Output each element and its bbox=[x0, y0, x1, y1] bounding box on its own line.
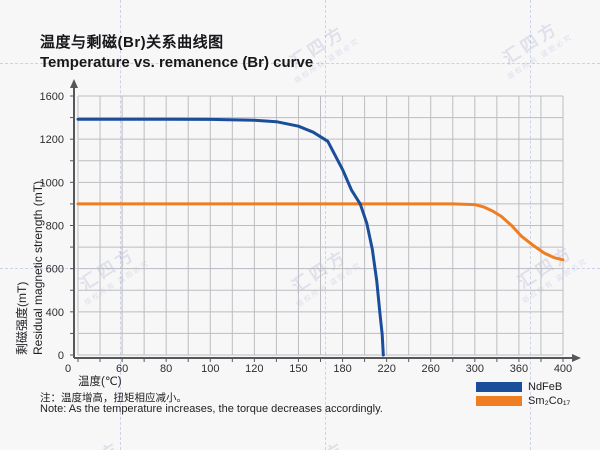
x-axis-label: 温度(℃) bbox=[78, 376, 122, 388]
x-tick-label: 360 bbox=[510, 363, 528, 375]
x-tick-label: 120 bbox=[245, 363, 263, 375]
x-tick-label: 400 bbox=[554, 363, 572, 375]
x-tick-label: 180 bbox=[333, 363, 351, 375]
chart-legend: NdFeB Sm₂Co₁₇ bbox=[476, 380, 570, 408]
page-title-zh: 温度与剩磁(Br)关系曲线图 bbox=[40, 34, 224, 51]
x-tick-label: 0 bbox=[65, 363, 71, 375]
legend-item-sm2co17: Sm₂Co₁₇ bbox=[476, 394, 570, 408]
x-tick-label: 220 bbox=[377, 363, 395, 375]
legend-item-ndfeb: NdFeB bbox=[476, 380, 570, 394]
note-zh: 注：温度增高，扭矩相应减小。 bbox=[40, 392, 187, 404]
legend-swatch-sm2co17 bbox=[476, 396, 522, 406]
y-axis-label-zh: 剩磁强度(mT) bbox=[15, 281, 29, 355]
x-tick-label: 150 bbox=[289, 363, 307, 375]
legend-swatch-ndfeb bbox=[476, 382, 522, 392]
x-tick-label: 260 bbox=[422, 363, 440, 375]
x-axis-arrow-icon bbox=[572, 354, 581, 362]
y-tick-label: 0 bbox=[58, 350, 64, 362]
y-tick-label: 1600 bbox=[40, 91, 64, 103]
y-tick-label: 800 bbox=[46, 221, 64, 233]
y-axis-arrow-icon bbox=[70, 79, 78, 88]
y-tick-label: 600 bbox=[46, 264, 64, 276]
y-tick-label: 1200 bbox=[40, 134, 64, 146]
x-tick-label: 300 bbox=[466, 363, 484, 375]
page-title-en: Temperature vs. remanence (Br) curve bbox=[40, 54, 314, 71]
x-tick-label: 60 bbox=[116, 363, 128, 375]
legend-label-ndfeb: NdFeB bbox=[528, 381, 563, 393]
legend-label-sm2co17: Sm₂Co₁₇ bbox=[528, 395, 571, 407]
y-tick-label: 400 bbox=[46, 307, 64, 319]
x-tick-label: 100 bbox=[201, 363, 219, 375]
series-line-smco bbox=[76, 202, 565, 262]
series-line-ndfeb bbox=[76, 117, 385, 357]
x-tick-label: 80 bbox=[160, 363, 172, 375]
note-en: Note: As the temperature increases, the … bbox=[40, 403, 383, 415]
y-tick-label: 1000 bbox=[40, 177, 64, 189]
y-axis-label-en: Residual magnetic strength (mT) bbox=[31, 180, 45, 355]
y-axis-label: 剩磁强度(mT) Residual magnetic strength (mT) bbox=[14, 93, 46, 355]
